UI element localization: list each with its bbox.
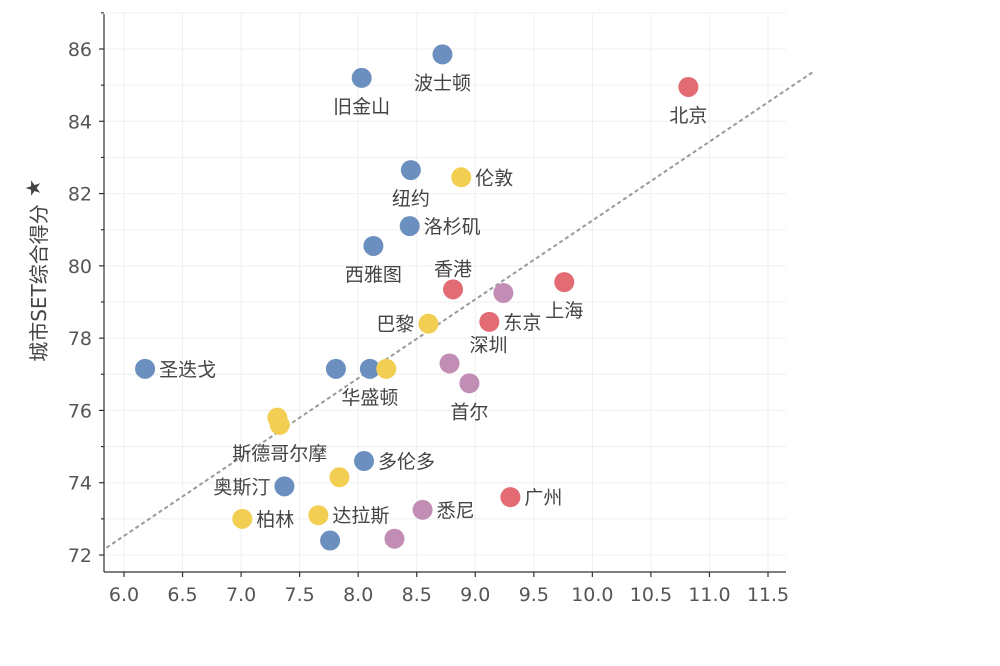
- data-point: [308, 505, 329, 526]
- grid-layer: [104, 12, 786, 572]
- point-label: 纽约: [392, 188, 430, 210]
- data-point: [678, 76, 699, 97]
- data-point: [232, 508, 253, 529]
- data-point: [363, 235, 384, 256]
- trend-line: [105, 69, 816, 549]
- y-tick-label: 86: [68, 39, 92, 61]
- x-tick-label: 10.0: [571, 584, 613, 606]
- x-tick-label: 11.0: [688, 584, 730, 606]
- point-label: 悉尼: [437, 500, 475, 522]
- data-point: [479, 311, 500, 332]
- data-point: [354, 451, 375, 472]
- point-label: 奥斯汀: [213, 476, 270, 498]
- y-axis-title: 城市SET综合得分: [27, 204, 51, 362]
- y-tick-label: 82: [68, 184, 92, 206]
- data-point: [274, 476, 295, 497]
- axis-layer: 72 74 76 78 80 82 84 86 6.0 6.5 7.0 7.5 8.0 8.5 9.0 9.5…: [68, 12, 789, 606]
- point-label: 洛杉矶: [424, 216, 481, 238]
- point-label: 东京: [503, 312, 541, 334]
- data-point: [439, 353, 460, 374]
- x-tick-label: 9.0: [460, 584, 490, 606]
- data-point: [400, 160, 421, 181]
- data-point: [384, 528, 405, 549]
- data-point: [135, 358, 156, 379]
- y-tick-label: 76: [68, 400, 92, 422]
- x-tick-label: 10.5: [630, 584, 672, 606]
- y-tick-label: 78: [68, 328, 92, 350]
- x-tick-label: 6.0: [109, 584, 139, 606]
- x-tick-label: 8.5: [402, 584, 432, 606]
- data-point: [399, 216, 420, 237]
- x-tick-label: 6.5: [167, 584, 197, 606]
- data-point: [418, 313, 439, 334]
- point-layer: [135, 44, 699, 551]
- point-label: 上海: [545, 300, 583, 322]
- point-label: 斯德哥尔摩: [232, 443, 327, 465]
- data-point: [432, 44, 453, 65]
- y-tick-label: 72: [68, 545, 92, 567]
- point-label: 圣迭戈: [159, 359, 216, 381]
- point-label: 伦敦: [475, 167, 513, 189]
- data-point: [443, 279, 464, 300]
- x-tick-label: 7.5: [285, 584, 315, 606]
- point-label: 广州: [524, 487, 562, 509]
- data-point: [412, 499, 433, 520]
- data-point: [359, 358, 380, 379]
- point-label: 首尔: [450, 401, 488, 423]
- point-label: 波士顿: [414, 72, 471, 94]
- data-point: [376, 358, 397, 379]
- point-label: 旧金山: [333, 96, 390, 118]
- x-tick-label: 11.5: [747, 584, 789, 606]
- data-point: [325, 358, 346, 379]
- x-tick-label: 7.0: [226, 584, 256, 606]
- y-tick-label: 84: [68, 111, 92, 133]
- data-point: [554, 272, 575, 293]
- point-label: 多伦多: [378, 451, 435, 473]
- point-label: 香港: [434, 258, 472, 280]
- point-label: 达拉斯: [332, 505, 389, 527]
- point-label: 华盛顿: [341, 387, 398, 409]
- star-icon: ★: [21, 179, 45, 197]
- data-point: [329, 467, 350, 488]
- y-tick-label: 80: [68, 256, 92, 278]
- point-label: 柏林: [256, 509, 294, 531]
- y-tick-label: 74: [68, 473, 92, 495]
- x-tick-label: 8.0: [343, 584, 373, 606]
- point-label: 西雅图: [345, 264, 402, 286]
- data-point: [351, 67, 372, 88]
- data-point: [500, 487, 521, 508]
- trend-layer: [105, 69, 816, 549]
- x-tick-label: 9.5: [519, 584, 549, 606]
- data-point: [459, 373, 480, 394]
- point-label: 北京: [669, 105, 707, 127]
- data-point: [451, 167, 472, 188]
- data-point: [320, 530, 341, 551]
- point-label: 深圳: [470, 334, 508, 356]
- point-label: 巴黎: [376, 314, 414, 336]
- data-point: [493, 282, 514, 303]
- data-point: [269, 414, 290, 435]
